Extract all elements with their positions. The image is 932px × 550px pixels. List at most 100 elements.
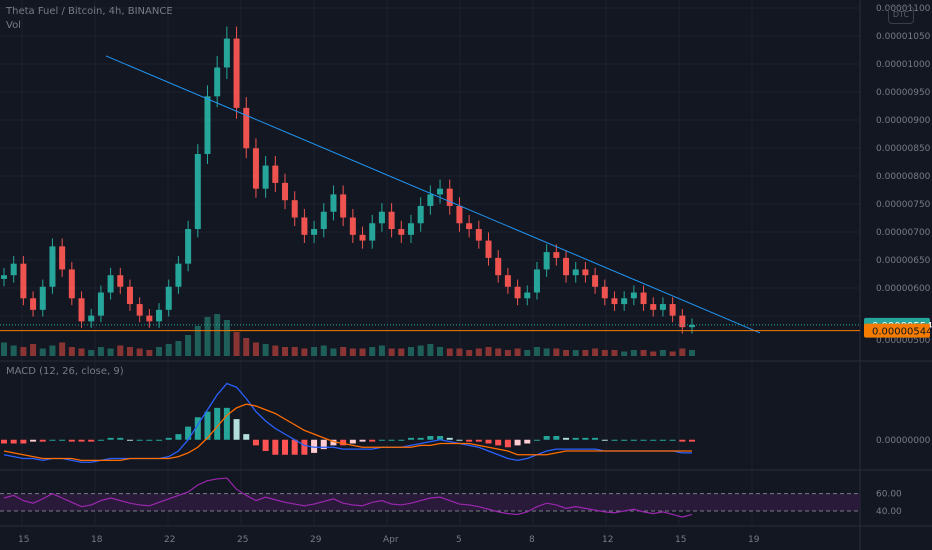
candle-body xyxy=(10,263,17,276)
macd-histogram-bar xyxy=(572,437,579,440)
candle-body xyxy=(136,304,143,316)
trendline xyxy=(105,55,761,334)
macd-histogram-bar xyxy=(524,439,531,444)
volume-bar xyxy=(223,320,230,356)
candle-body xyxy=(495,257,502,276)
price-tick-label: 0.00001050 xyxy=(876,32,931,42)
volume-bar xyxy=(49,345,56,356)
macd-histogram-bar xyxy=(311,439,318,453)
volume-bar xyxy=(320,345,327,356)
candle-body xyxy=(223,38,230,68)
price-tick-label: 0.00000500 xyxy=(876,336,931,346)
macd-histogram-bar xyxy=(475,439,482,442)
volume-bar xyxy=(117,345,124,356)
macd-histogram-bar xyxy=(553,436,560,440)
logo-badge: DTC xyxy=(888,6,914,24)
volume-bar xyxy=(88,350,95,356)
price-tick-label: 0.00001100 xyxy=(876,4,931,14)
volume-bar xyxy=(543,348,550,356)
macd-histogram-bar xyxy=(543,436,550,440)
macd-histogram-bar xyxy=(456,439,463,441)
macd-histogram-bar xyxy=(630,439,637,441)
candle-body xyxy=(262,165,269,189)
volume-bar xyxy=(378,345,385,356)
macd-histogram-bar xyxy=(282,439,289,455)
macd-histogram-bar xyxy=(223,407,230,440)
macd-histogram-bar xyxy=(533,439,540,441)
candle-body xyxy=(504,275,511,287)
candle-body xyxy=(572,269,579,276)
volume-bar xyxy=(659,350,666,356)
candle-body xyxy=(252,148,259,189)
candle-body xyxy=(233,38,240,108)
candle-body xyxy=(359,234,366,241)
volume-bar xyxy=(349,348,356,356)
volume-bar xyxy=(194,326,201,356)
macd-histogram-bar xyxy=(340,439,347,446)
macd-line xyxy=(3,382,692,463)
candle-body xyxy=(146,315,153,322)
candle-body xyxy=(320,211,327,230)
macd-histogram-bar xyxy=(689,439,695,442)
macd-histogram-bar xyxy=(407,437,414,440)
candle-body xyxy=(679,315,686,328)
volume-bar xyxy=(611,350,618,356)
candle-body xyxy=(175,263,182,287)
candle-body xyxy=(185,229,192,264)
time-tick-label: 15 xyxy=(675,535,686,545)
candle-body xyxy=(475,229,482,241)
candle-body xyxy=(553,252,560,258)
volume-bar xyxy=(291,347,298,356)
support-price-tag xyxy=(864,323,930,338)
volume-bar xyxy=(640,350,647,356)
candle-body xyxy=(194,154,201,230)
candle-body xyxy=(340,194,347,218)
macd-histogram-bar xyxy=(262,439,269,451)
macd-histogram-bar xyxy=(650,439,657,441)
macd-legend: MACD (12, 26, close, 9) xyxy=(6,366,124,377)
volume-bar xyxy=(262,344,269,356)
macd-histogram-bar xyxy=(369,439,376,442)
macd-histogram-bar xyxy=(165,437,172,440)
candle-body xyxy=(689,324,695,328)
candle-body xyxy=(621,298,628,305)
macd-histogram-bar xyxy=(398,439,405,441)
macd-histogram-bar xyxy=(204,411,211,440)
volume-bar xyxy=(679,348,686,356)
candle-body xyxy=(59,246,66,270)
macd-histogram-bar xyxy=(233,419,240,440)
price-tick-label: 0.00000600 xyxy=(876,284,931,294)
volume-bar xyxy=(330,348,337,356)
macd-histogram-bar xyxy=(301,439,308,455)
macd-histogram-bar xyxy=(59,439,66,441)
candle-body xyxy=(88,315,95,322)
macd-histogram-bar xyxy=(291,439,298,455)
candle-body xyxy=(68,269,75,299)
macd-histogram-bar xyxy=(194,417,201,440)
macd-histogram-bar xyxy=(214,407,221,440)
price-tick-label: 0.00000950 xyxy=(876,88,931,98)
candle-body xyxy=(282,182,289,201)
price-tick-label: 0.00000750 xyxy=(876,200,931,210)
candle-body xyxy=(30,298,37,310)
volume-bar xyxy=(592,348,599,356)
macd-histogram-bar xyxy=(427,436,434,440)
candle-body xyxy=(291,200,298,218)
candle-body xyxy=(272,165,279,183)
candle-body xyxy=(446,188,453,206)
volume-bar xyxy=(30,344,37,356)
candle-body xyxy=(107,275,114,293)
candle-body xyxy=(407,223,414,235)
macd-histogram-bar xyxy=(252,439,259,446)
macd-histogram-bar xyxy=(20,439,27,444)
macd-histogram-bar xyxy=(485,439,492,444)
volume-bar xyxy=(630,350,637,356)
candle-body xyxy=(417,205,424,224)
time-tick-label: 29 xyxy=(310,535,322,545)
macd-histogram-bar xyxy=(504,439,511,448)
macd-histogram-bar xyxy=(156,439,163,441)
candle-body xyxy=(669,304,676,316)
volume-bar xyxy=(466,350,473,356)
candle-body xyxy=(156,309,163,322)
